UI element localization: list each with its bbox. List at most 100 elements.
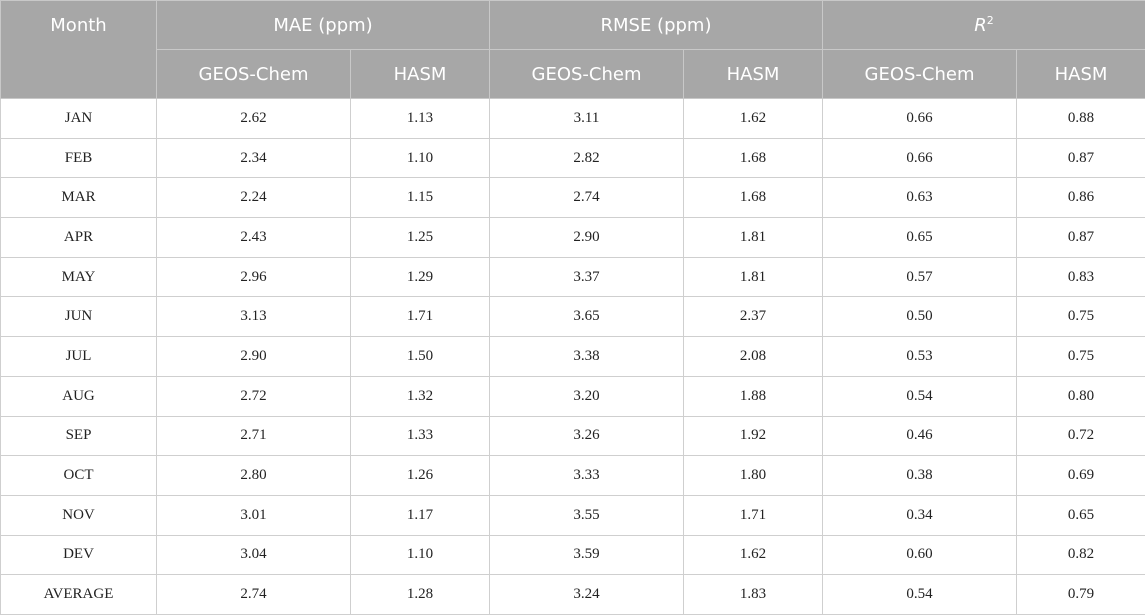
cell-rmse-hasm: 2.08 (684, 337, 823, 377)
cell-mae-hasm: 1.25 (351, 218, 490, 258)
cell-r2-geos-chem: 0.38 (823, 456, 1017, 496)
cell-mae-geos-chem: 2.71 (157, 416, 351, 456)
cell-r2-geos-chem: 0.54 (823, 575, 1017, 615)
cell-month: FEB (1, 138, 157, 178)
cell-r2-geos-chem: 0.63 (823, 178, 1017, 218)
cell-month: JUL (1, 337, 157, 377)
cell-r2-geos-chem: 0.57 (823, 257, 1017, 297)
cell-mae-geos-chem: 2.80 (157, 456, 351, 496)
cell-rmse-geos-chem: 3.55 (490, 495, 684, 535)
cell-month: APR (1, 218, 157, 258)
cell-rmse-geos-chem: 3.26 (490, 416, 684, 456)
cell-mae-hasm: 1.15 (351, 178, 490, 218)
cell-r2-hasm: 0.75 (1017, 337, 1145, 377)
cell-rmse-hasm: 2.37 (684, 297, 823, 337)
cell-rmse-geos-chem: 2.82 (490, 138, 684, 178)
cell-rmse-hasm: 1.68 (684, 138, 823, 178)
cell-rmse-geos-chem: 3.33 (490, 456, 684, 496)
header-mae-hasm: HASM (351, 50, 490, 99)
header-r2: R2 (823, 1, 1145, 50)
cell-r2-geos-chem: 0.66 (823, 138, 1017, 178)
cell-mae-geos-chem: 2.96 (157, 257, 351, 297)
cell-rmse-hasm: 1.92 (684, 416, 823, 456)
cell-mae-hasm: 1.26 (351, 456, 490, 496)
cell-mae-geos-chem: 2.34 (157, 138, 351, 178)
cell-mae-hasm: 1.50 (351, 337, 490, 377)
cell-rmse-hasm: 1.71 (684, 495, 823, 535)
cell-r2-geos-chem: 0.34 (823, 495, 1017, 535)
cell-r2-hasm: 0.82 (1017, 535, 1145, 575)
cell-r2-geos-chem: 0.53 (823, 337, 1017, 377)
cell-mae-geos-chem: 2.24 (157, 178, 351, 218)
cell-mae-hasm: 1.10 (351, 535, 490, 575)
cell-r2-geos-chem: 0.60 (823, 535, 1017, 575)
cell-r2-geos-chem: 0.66 (823, 99, 1017, 139)
cell-r2-hasm: 0.88 (1017, 99, 1145, 139)
cell-rmse-geos-chem: 2.90 (490, 218, 684, 258)
cell-mae-hasm: 1.29 (351, 257, 490, 297)
cell-mae-hasm: 1.10 (351, 138, 490, 178)
cell-rmse-geos-chem: 3.20 (490, 376, 684, 416)
header-r2-exponent: 2 (987, 14, 994, 27)
cell-rmse-geos-chem: 3.11 (490, 99, 684, 139)
cell-mae-geos-chem: 2.43 (157, 218, 351, 258)
cell-r2-geos-chem: 0.54 (823, 376, 1017, 416)
header-rmse-hasm: HASM (684, 50, 823, 99)
cell-rmse-geos-chem: 2.74 (490, 178, 684, 218)
header-row-models: GEOS-Chem HASM GEOS-Chem HASM GEOS-Chem … (1, 50, 1145, 99)
cell-r2-hasm: 0.87 (1017, 138, 1145, 178)
cell-mae-hasm: 1.71 (351, 297, 490, 337)
header-month: Month (1, 1, 157, 99)
header-r2-symbol: R (974, 15, 987, 36)
cell-rmse-geos-chem: 3.24 (490, 575, 684, 615)
cell-mae-hasm: 1.17 (351, 495, 490, 535)
cell-r2-geos-chem: 0.46 (823, 416, 1017, 456)
cell-mae-geos-chem: 3.04 (157, 535, 351, 575)
cell-mae-geos-chem: 2.74 (157, 575, 351, 615)
cell-rmse-hasm: 1.80 (684, 456, 823, 496)
cell-r2-hasm: 0.87 (1017, 218, 1145, 258)
cell-rmse-hasm: 1.68 (684, 178, 823, 218)
header-rmse-geos-chem: GEOS-Chem (490, 50, 684, 99)
cell-month: NOV (1, 495, 157, 535)
cell-month: JUN (1, 297, 157, 337)
cell-r2-hasm: 0.69 (1017, 456, 1145, 496)
cell-mae-geos-chem: 2.90 (157, 337, 351, 377)
cell-mae-geos-chem: 3.13 (157, 297, 351, 337)
cell-mae-hasm: 1.32 (351, 376, 490, 416)
cell-month: MAR (1, 178, 157, 218)
cell-month: SEP (1, 416, 157, 456)
cell-r2-geos-chem: 0.50 (823, 297, 1017, 337)
cell-r2-hasm: 0.79 (1017, 575, 1145, 615)
cell-rmse-geos-chem: 3.65 (490, 297, 684, 337)
cell-r2-hasm: 0.72 (1017, 416, 1145, 456)
cell-mae-hasm: 1.28 (351, 575, 490, 615)
cell-rmse-hasm: 1.88 (684, 376, 823, 416)
cell-rmse-hasm: 1.62 (684, 535, 823, 575)
cell-r2-hasm: 0.65 (1017, 495, 1145, 535)
cell-rmse-geos-chem: 3.37 (490, 257, 684, 297)
cell-r2-hasm: 0.80 (1017, 376, 1145, 416)
header-r2-geos-chem: GEOS-Chem (823, 50, 1017, 99)
cell-month: MAY (1, 257, 157, 297)
header-mae-geos-chem: GEOS-Chem (157, 50, 351, 99)
cell-mae-hasm: 1.13 (351, 99, 490, 139)
cell-r2-hasm: 0.83 (1017, 257, 1145, 297)
cell-rmse-geos-chem: 3.38 (490, 337, 684, 377)
header-rmse: RMSE (ppm) (490, 1, 823, 50)
cell-r2-hasm: 0.86 (1017, 178, 1145, 218)
cell-rmse-hasm: 1.81 (684, 218, 823, 258)
header-r2-hasm: HASM (1017, 50, 1145, 99)
